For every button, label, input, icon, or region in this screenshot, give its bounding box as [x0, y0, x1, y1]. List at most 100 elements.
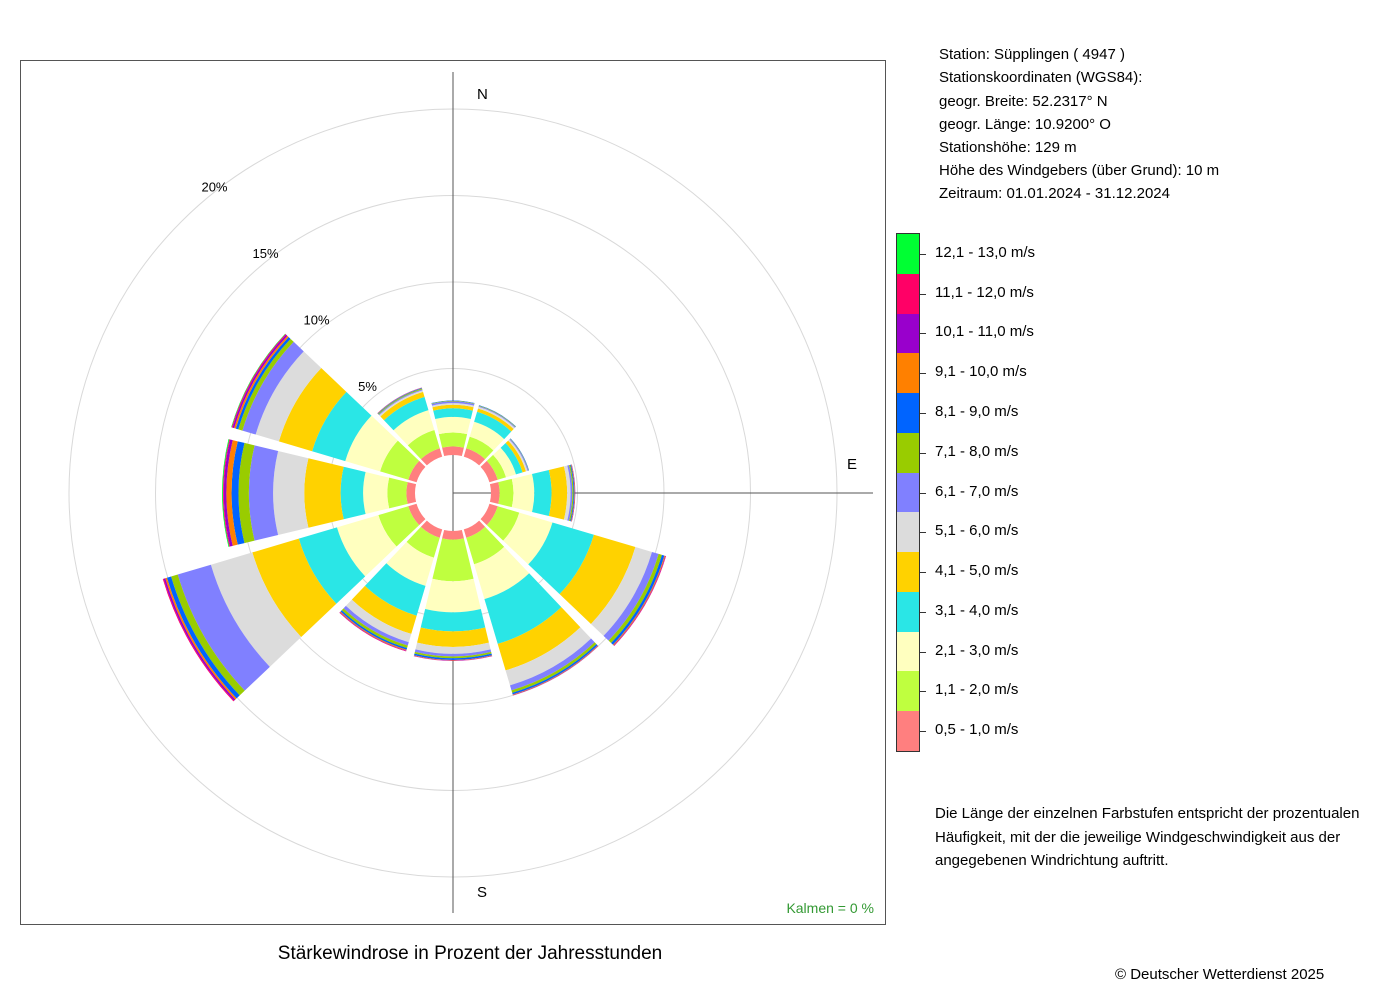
station-latitude: geogr. Breite: 52.2317° N — [939, 93, 1108, 110]
plot-frame — [20, 60, 886, 925]
legend-tick — [920, 572, 926, 574]
sector-segment — [571, 464, 575, 522]
radial-tick-label: 10% — [304, 313, 330, 328]
legend-swatch — [897, 393, 919, 433]
legend-tick — [920, 492, 926, 494]
legend-swatch — [897, 631, 919, 672]
sector-240 — [162, 503, 426, 702]
sector-segment — [210, 552, 302, 667]
sector-segment — [463, 520, 486, 538]
sector-segment — [278, 368, 347, 452]
station-altitude: Stationshöhe: 129 m — [939, 139, 1077, 156]
sector-segment — [312, 391, 372, 462]
sector-segment — [608, 553, 662, 644]
sector-segment — [414, 653, 492, 660]
sector-segment — [336, 515, 397, 577]
compass-label-east: E — [847, 456, 857, 473]
legend-tick — [920, 452, 926, 454]
sector-segment — [420, 520, 443, 538]
sector-segment — [503, 512, 553, 565]
sector-segment — [415, 642, 491, 654]
sector-segment — [505, 440, 526, 473]
legend-tick — [920, 691, 926, 693]
legend-swatch — [897, 671, 919, 712]
sector-segment — [478, 406, 515, 430]
legend-label: 5,1 - 6,0 m/s — [935, 522, 1019, 540]
sector-segment — [425, 578, 481, 613]
sector-segment — [509, 638, 595, 691]
sector-segment — [413, 655, 493, 661]
sector-segment — [383, 396, 429, 431]
sector-segment — [406, 482, 417, 504]
sector-150 — [463, 520, 599, 696]
sector-segment — [505, 627, 592, 686]
sector-210 — [339, 520, 443, 652]
legend-label: 9,1 - 10,0 m/s — [935, 363, 1027, 381]
sector-segment — [567, 465, 573, 521]
legend-swatch — [897, 552, 919, 592]
sector-segment — [474, 546, 530, 600]
sector-segment — [432, 403, 474, 408]
sector-segment — [477, 408, 514, 432]
sector-segment — [508, 439, 528, 472]
sector-segment — [226, 440, 238, 546]
sector-segment — [414, 651, 492, 659]
sector-segment — [273, 451, 309, 535]
legend-tick — [920, 651, 926, 653]
sector-segment — [222, 439, 231, 547]
sector-segment — [442, 529, 464, 540]
sector-segment — [500, 443, 523, 475]
sector-segment — [493, 447, 516, 478]
compass-label-north: N — [477, 86, 488, 103]
sector-segment — [466, 526, 505, 565]
sector-segment — [559, 534, 636, 624]
sector-330 — [377, 387, 443, 466]
sector-segment — [435, 416, 471, 435]
legend-tick — [920, 373, 926, 375]
sector-segment — [231, 441, 245, 545]
sector-segment — [442, 446, 464, 457]
sector-segment — [255, 351, 322, 442]
sector-segment — [304, 458, 344, 528]
legend-label: 11,1 - 12,0 m/s — [935, 283, 1034, 301]
rose-labels: N E S Kalmen = 0 % 5% 10% 15% 20% — [201, 86, 874, 916]
sector-segment — [407, 430, 440, 460]
sector-segment — [463, 448, 486, 466]
legend-tick — [920, 731, 926, 733]
sector-30 — [463, 405, 517, 466]
sector-segment — [480, 460, 498, 483]
legend-tick — [920, 293, 926, 295]
sector-segment — [498, 478, 514, 508]
sector-segment — [363, 472, 390, 514]
sector-segment — [486, 506, 520, 541]
note-line-1: Die Länge der einzelnen Farbstufen entsp… — [935, 805, 1360, 822]
legend-swatch — [897, 711, 919, 751]
sector-segment — [408, 503, 426, 526]
legend-swatch — [897, 432, 919, 473]
sector-segment — [171, 574, 245, 696]
sector-segment — [166, 576, 240, 699]
legend-swatch — [897, 512, 919, 553]
legend-swatch — [897, 313, 919, 354]
legend-swatch — [897, 353, 919, 394]
sector-segment — [420, 609, 486, 632]
sector-180 — [413, 529, 493, 661]
sector-segment — [345, 599, 412, 643]
legend-swatch — [897, 234, 919, 274]
sector-segment — [252, 538, 337, 638]
radial-tick-label: 20% — [201, 179, 227, 194]
sector-segment — [238, 338, 294, 431]
sector-segment — [345, 415, 398, 472]
sector-segment — [431, 401, 475, 406]
sector-segment — [469, 421, 505, 451]
sector-segment — [528, 522, 594, 595]
speed-legend — [896, 233, 920, 752]
legend-label: 2,1 - 3,0 m/s — [935, 641, 1019, 659]
note-line-3: angegebenen Windrichtung auftritt. — [935, 852, 1169, 869]
anemometer-height: Höhe des Windgebers (über Grund): 10 m — [939, 162, 1220, 179]
sector-segment — [386, 541, 434, 586]
sector-segment — [413, 656, 493, 661]
sector-60 — [480, 438, 530, 483]
wind-sectors — [162, 333, 667, 702]
